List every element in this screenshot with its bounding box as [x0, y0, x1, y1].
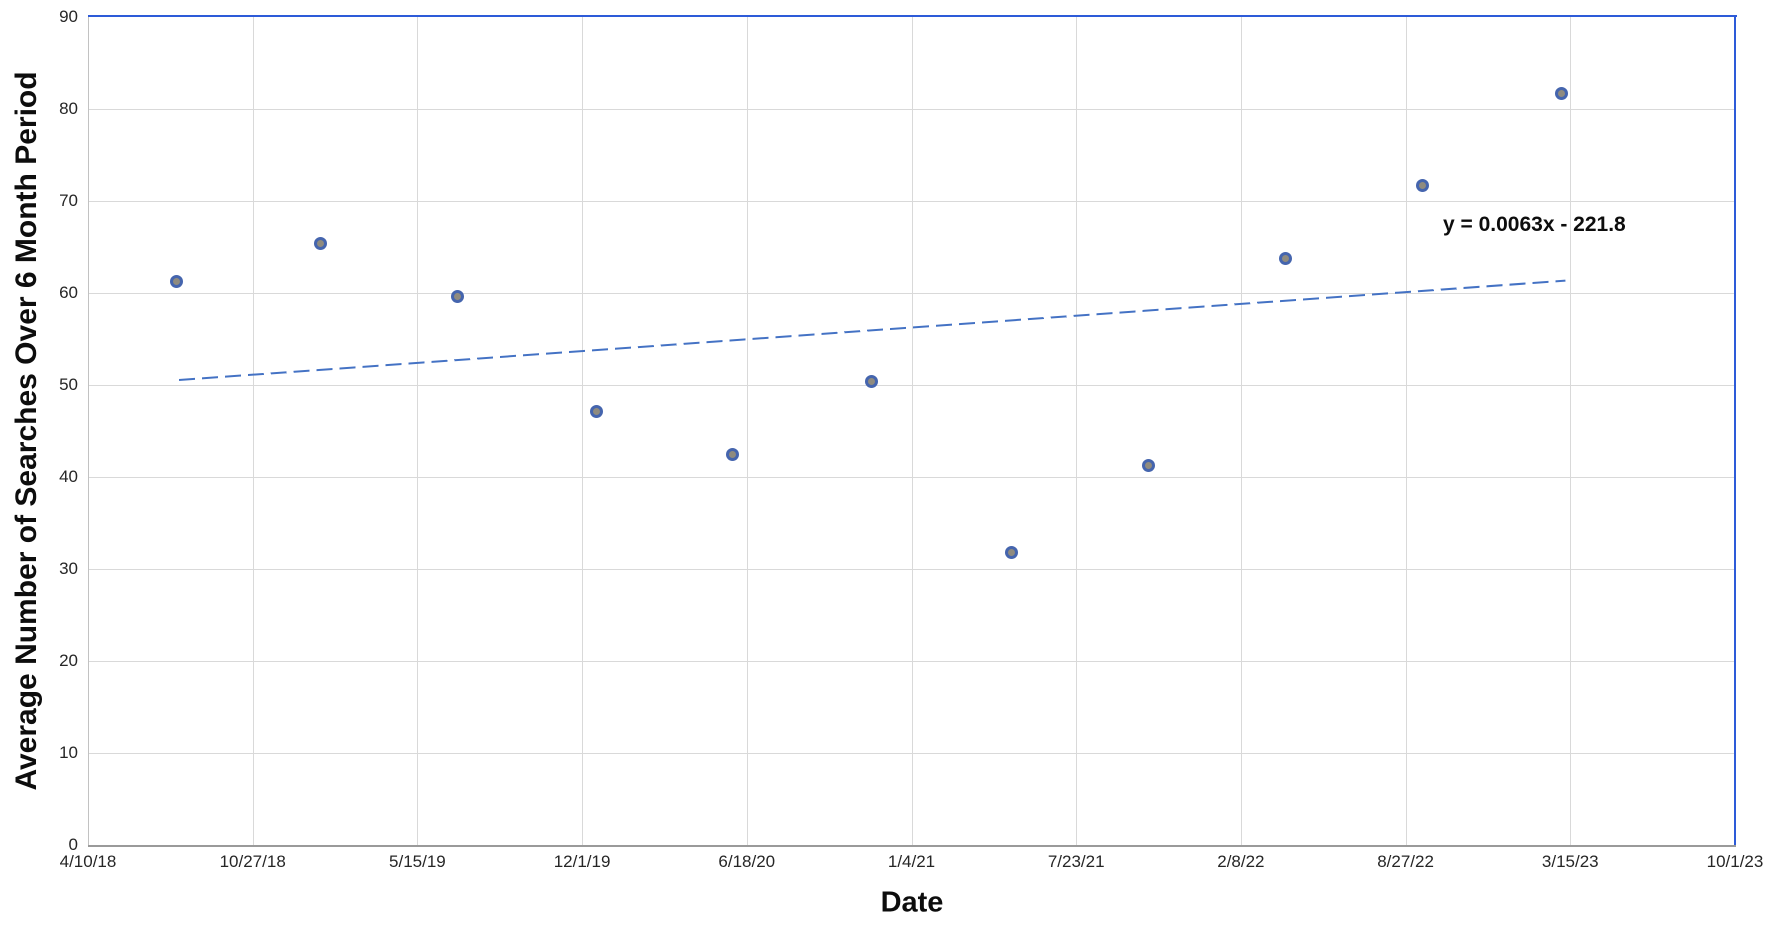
gridline-vertical — [1076, 17, 1078, 845]
data-point — [726, 447, 740, 461]
gridline-vertical — [1570, 17, 1572, 845]
data-point — [865, 374, 879, 388]
y-axis-title: Average Number of Searches Over 6 Month … — [10, 71, 43, 791]
data-point — [451, 290, 465, 304]
trendline — [178, 280, 1566, 382]
gridline-vertical — [746, 17, 748, 845]
x-tick-label: 6/18/20 — [718, 852, 776, 871]
plot-border-right — [1734, 15, 1736, 845]
data-point — [1004, 545, 1018, 559]
y-tick-label: 50 — [59, 375, 78, 394]
x-tick-label: 4/10/18 — [59, 852, 117, 871]
y-tick-label: 70 — [59, 191, 78, 210]
gridline-vertical — [417, 17, 419, 845]
data-point — [1554, 86, 1568, 100]
data-point — [1142, 458, 1156, 472]
x-tick-label: 2/8/22 — [1217, 852, 1265, 871]
data-point — [170, 274, 184, 288]
x-axis-line — [88, 845, 1736, 847]
gridline-vertical — [1405, 17, 1407, 845]
x-tick-label: 10/1/23 — [1706, 852, 1764, 871]
gridline-vertical — [911, 17, 913, 845]
y-tick-label: 30 — [59, 559, 78, 578]
data-point — [1415, 178, 1429, 192]
data-point — [313, 236, 327, 250]
gridline-vertical — [582, 17, 584, 845]
x-tick-label: 1/4/21 — [887, 852, 936, 871]
x-tick-label: 10/27/18 — [219, 852, 286, 871]
gridline-vertical — [252, 17, 254, 845]
plot-area — [88, 17, 1735, 845]
y-tick-label: 10 — [59, 743, 78, 762]
y-tick-label: 20 — [59, 651, 78, 670]
x-tick-label: 5/15/19 — [389, 852, 446, 871]
y-tick-label: 60 — [59, 283, 78, 302]
y-tick-label: 80 — [59, 99, 78, 118]
y-tick-label: 0 — [68, 835, 78, 854]
x-tick-label: 8/27/22 — [1377, 852, 1434, 871]
y-tick-label: 90 — [59, 7, 78, 26]
x-tick-label: 7/23/21 — [1047, 852, 1105, 871]
x-tick-label: 3/15/23 — [1541, 852, 1599, 871]
x-axis-title: Date — [880, 886, 944, 919]
data-point — [589, 405, 603, 419]
plot-border-top — [88, 15, 1737, 17]
y-axis-line — [88, 17, 89, 845]
x-tick-label: 12/1/19 — [553, 852, 611, 871]
data-point — [1278, 251, 1292, 265]
y-tick-label: 40 — [59, 467, 78, 486]
trendline-equation: y = 0.0063x - 221.8 — [1443, 213, 1626, 236]
gridline-vertical — [1240, 17, 1242, 845]
